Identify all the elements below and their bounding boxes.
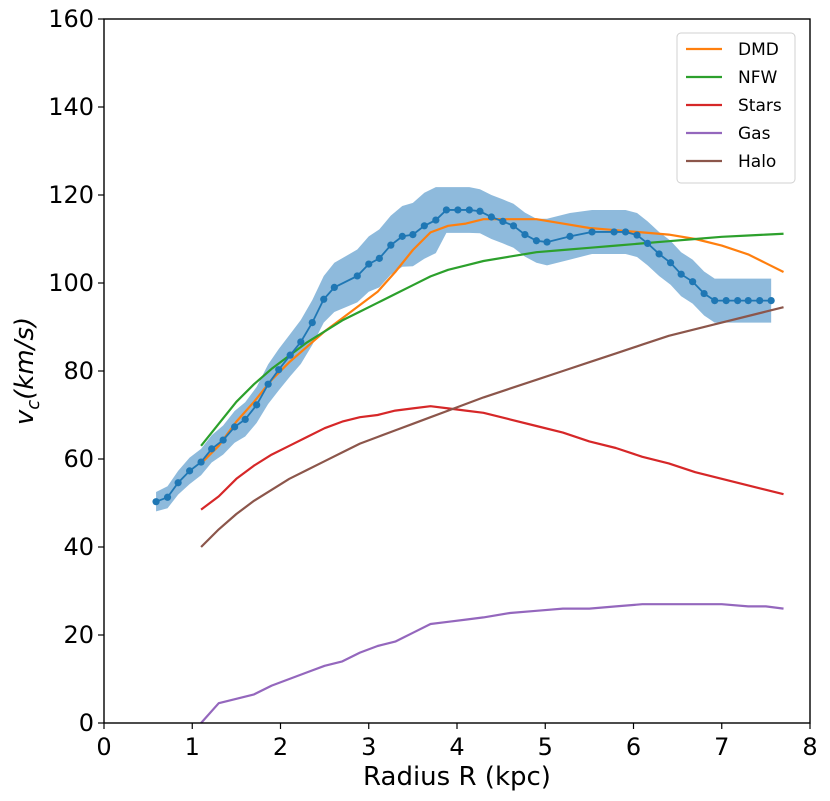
observed-point xyxy=(365,260,373,268)
observed-point xyxy=(174,479,182,487)
observed-point xyxy=(521,231,529,239)
observed-point xyxy=(610,228,618,236)
y-tick-label: 120 xyxy=(48,181,94,209)
observed-point xyxy=(666,259,675,267)
observed-point xyxy=(330,283,338,291)
x-tick-label: 1 xyxy=(185,733,200,761)
observed-point xyxy=(454,206,462,214)
observed-point xyxy=(231,423,239,431)
observed-uncertainty-band xyxy=(156,187,772,512)
x-tick-label: 4 xyxy=(449,733,464,761)
observed-point xyxy=(744,297,752,305)
observed-point xyxy=(588,228,596,236)
y-axis-title-sub: c xyxy=(23,400,44,410)
observed-point xyxy=(286,351,294,359)
legend-label-nfw: NFW xyxy=(738,68,777,88)
series-line-halo xyxy=(200,306,784,548)
y-axis-title-rest: (km/s) xyxy=(10,317,40,400)
y-tick-label: 160 xyxy=(48,5,94,33)
observed-point xyxy=(722,297,730,305)
model-curves-layer xyxy=(200,218,785,724)
series-line-gas xyxy=(200,603,784,724)
y-tick-label: 100 xyxy=(48,269,94,297)
observed-point xyxy=(241,415,249,423)
observed-point xyxy=(420,222,428,230)
observed-point xyxy=(186,467,194,475)
observed-point xyxy=(509,222,518,230)
x-tick-label: 3 xyxy=(361,733,376,761)
observed-point xyxy=(197,458,205,466)
observed-point xyxy=(275,366,283,374)
observed-point xyxy=(442,206,451,214)
series-line-nfw xyxy=(200,232,784,447)
observed-point xyxy=(375,254,383,262)
y-axis-title-main: v xyxy=(10,409,40,425)
observed-point xyxy=(409,231,417,239)
series-line-dmd xyxy=(200,218,785,465)
observed-point xyxy=(700,289,708,298)
observed-point xyxy=(264,380,272,388)
observed-curve-layer xyxy=(152,206,775,506)
x-tick-label: 0 xyxy=(96,733,111,761)
x-tick-label: 2 xyxy=(273,733,288,761)
observed-line xyxy=(155,209,772,503)
x-tick-label: 7 xyxy=(714,733,729,761)
observed-point xyxy=(621,228,630,236)
y-tick-label: 60 xyxy=(63,445,94,473)
observed-point xyxy=(677,270,685,278)
legend-frame xyxy=(676,32,796,184)
observed-point xyxy=(566,232,574,240)
legend: DMD NFW Stars Gas Halo xyxy=(676,32,796,184)
observed-point xyxy=(711,297,719,305)
observed-point xyxy=(219,436,227,444)
observed-point xyxy=(297,338,305,346)
observed-point xyxy=(432,216,440,224)
y-tick-label: 20 xyxy=(63,621,94,649)
observed-point xyxy=(308,319,316,327)
observed-point xyxy=(532,237,541,245)
legend-label-stars: Stars xyxy=(738,96,782,116)
y-tick-label: 140 xyxy=(48,93,94,121)
y-tick-label: 40 xyxy=(63,533,94,561)
observed-point xyxy=(689,278,697,286)
observed-point xyxy=(487,213,496,221)
observed-point xyxy=(767,297,775,305)
x-tick-label: 5 xyxy=(538,733,553,761)
y-axis-title: vc(km/s) xyxy=(10,317,44,425)
observed-point xyxy=(633,231,641,239)
legend-label-gas: Gas xyxy=(738,124,771,144)
observed-point xyxy=(387,241,395,249)
observed-point xyxy=(208,445,216,453)
observed-point xyxy=(253,401,261,409)
observed-point xyxy=(163,493,172,501)
observed-point xyxy=(644,239,652,247)
x-tick-label: 6 xyxy=(626,733,641,761)
observed-point xyxy=(353,272,361,280)
x-axis-title: Radius R (kpc) xyxy=(363,762,551,792)
observed-point xyxy=(398,232,406,240)
observed-uncertainty-band-layer xyxy=(156,187,772,512)
observed-point xyxy=(756,297,764,305)
observed-point xyxy=(476,207,484,215)
legend-label-dmd: DMD xyxy=(738,40,779,60)
observed-point xyxy=(465,206,473,214)
y-tick-label: 80 xyxy=(63,357,94,385)
legend-label-halo: Halo xyxy=(738,152,776,172)
observed-point xyxy=(734,297,742,305)
observed-point xyxy=(152,498,160,506)
x-tick-label: 8 xyxy=(802,733,817,761)
observed-point xyxy=(320,295,328,303)
series-line-stars xyxy=(200,405,784,511)
observed-point xyxy=(543,238,551,246)
y-tick-label: 0 xyxy=(79,709,94,737)
observed-point xyxy=(499,217,507,225)
observed-point xyxy=(655,250,663,258)
